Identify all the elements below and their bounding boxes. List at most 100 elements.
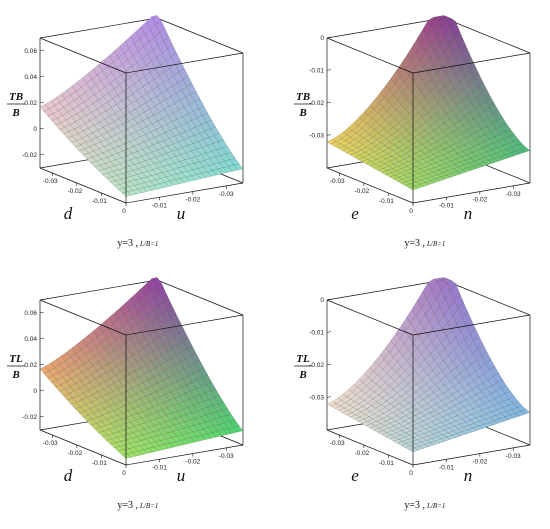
z-ticks: 0.06 0.04 0.02 0 -0.02	[22, 48, 45, 159]
z-tick-label: -0.02	[22, 152, 37, 159]
z-tick-mark	[326, 396, 332, 398]
z-tick-label: -0.02	[22, 414, 37, 421]
caption-sub: L/B=1	[426, 502, 445, 510]
z-label-numerator: TL	[9, 353, 23, 365]
x-tick-label: 0	[122, 208, 126, 215]
x-axis-label: e	[351, 466, 359, 485]
z-tick-mark	[39, 337, 45, 340]
y-tick-label: -0.01	[439, 464, 454, 471]
z-tick-label: 0.02	[24, 100, 37, 107]
box-edge	[125, 444, 244, 466]
x-tick-label: -0.03	[330, 440, 345, 447]
surface-mesh	[39, 15, 244, 197]
z-label-denominator: B	[298, 369, 306, 381]
x-tick-label: -0.02	[354, 188, 369, 195]
y-tick-label: -0.03	[506, 191, 521, 198]
axis-box-front	[326, 37, 531, 204]
y-tick-label: -0.02	[472, 197, 487, 204]
z-tick-mark	[39, 363, 45, 366]
z-tick-label: -0.03	[309, 133, 324, 140]
y-tick-label: -0.02	[185, 197, 200, 204]
box-edge	[156, 279, 244, 316]
z-tick-label: 0	[33, 126, 37, 133]
x-ticks: -0.03 -0.02 -0.01 0	[330, 435, 414, 477]
z-tick-mark	[326, 298, 332, 301]
z-tick-mark	[39, 101, 45, 104]
axis-box-front	[326, 299, 531, 466]
y-tick-label: -0.03	[219, 191, 234, 198]
panel-caption: y=3 , L/B=1	[117, 500, 158, 511]
x-tick-label: 0	[409, 208, 413, 215]
z-axis-label: TB B	[7, 91, 25, 119]
caption-main: y=3 ,	[404, 500, 425, 511]
z-ticks: 0.06 0.04 0.02 0 -0.02	[22, 310, 45, 421]
z-label-numerator: TB	[296, 91, 310, 103]
x-tick-label: -0.03	[330, 178, 345, 185]
box-edge	[39, 167, 127, 204]
z-tick-mark	[39, 153, 45, 156]
box-edge	[39, 17, 158, 39]
z-label-numerator: TL	[296, 353, 310, 365]
x-tick-label: -0.02	[67, 450, 82, 457]
z-tick-label: -0.02	[309, 362, 324, 369]
z-tick-label: -0.01	[309, 330, 324, 337]
box-edge	[412, 444, 531, 466]
panel-caption: y=3 , L/B=1	[404, 500, 445, 511]
y-tick-label: -0.01	[439, 202, 454, 209]
z-tick-mark	[39, 75, 45, 78]
box-edge	[125, 52, 244, 74]
z-tick-label: 0.04	[24, 336, 37, 343]
chart-panel-3: 0.060.040.020-0.02-0.03-0.02-0.010-0.01-…	[7, 277, 244, 511]
axis-box-front	[39, 299, 244, 466]
caption-main: y=3 ,	[117, 238, 138, 249]
z-axis-label: TL B	[294, 353, 312, 381]
x-tick-label: -0.01	[92, 198, 107, 205]
caption-sub: L/B=1	[426, 240, 445, 248]
y-axis-label: u	[177, 466, 186, 485]
z-tick-mark	[326, 134, 332, 136]
y-ticks: -0.01 -0.02 -0.03	[152, 447, 234, 471]
box-edge	[326, 279, 445, 301]
x-tick-label: -0.02	[354, 450, 369, 457]
z-axis-label: TL B	[7, 353, 25, 381]
caption-main: y=3 ,	[117, 500, 138, 511]
z-label-denominator: B	[11, 107, 19, 119]
box-edge	[39, 429, 127, 466]
z-tick-mark	[39, 311, 45, 314]
surface-mesh	[39, 277, 244, 459]
y-axis-label: n	[464, 466, 473, 485]
box-edge	[125, 182, 244, 204]
z-tick-label: -0.03	[309, 395, 324, 402]
z-label-denominator: B	[298, 107, 306, 119]
z-tick-label: 0.06	[24, 48, 37, 55]
z-tick-mark	[39, 127, 45, 130]
z-tick-label: 0	[320, 297, 324, 304]
box-edge	[326, 17, 445, 39]
surface-mesh	[326, 277, 531, 453]
z-tick-mark	[326, 36, 332, 39]
z-tick-mark	[326, 331, 332, 333]
z-tick-mark	[326, 69, 332, 71]
y-axis-label: u	[177, 204, 186, 223]
x-tick-label: -0.02	[67, 188, 82, 195]
x-tick-label: -0.01	[92, 460, 107, 467]
box-edge	[156, 17, 244, 54]
y-tick-label: -0.03	[219, 453, 234, 460]
surface-cell	[408, 447, 419, 453]
z-tick-mark	[39, 49, 45, 52]
z-tick-mark	[326, 101, 332, 104]
box-edge	[326, 167, 414, 204]
box-edge	[412, 314, 531, 336]
surface-mesh	[326, 15, 531, 191]
box-edge	[412, 182, 531, 204]
z-tick-label: 0.02	[24, 362, 37, 369]
z-ticks: 0 -0.01 -0.02 -0.03	[309, 35, 332, 140]
y-tick-label: -0.01	[152, 464, 167, 471]
box-edge	[443, 17, 531, 54]
panel-caption: y=3 , L/B=1	[404, 238, 445, 249]
x-ticks: -0.03 -0.02 -0.01 0	[43, 173, 127, 215]
z-tick-label: 0.04	[24, 74, 37, 81]
x-tick-label: 0	[122, 470, 126, 477]
box-edge	[326, 429, 414, 466]
